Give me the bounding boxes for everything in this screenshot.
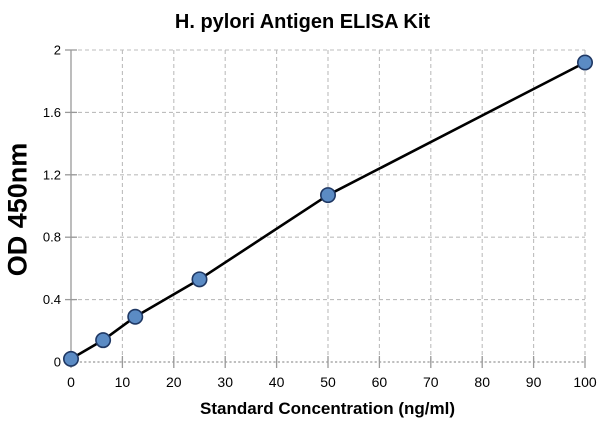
svg-text:0: 0 [67,374,75,390]
svg-text:90: 90 [526,374,542,390]
svg-text:0: 0 [54,355,61,370]
svg-text:60: 60 [372,374,388,390]
svg-text:100: 100 [573,374,597,390]
svg-text:70: 70 [423,374,439,390]
svg-text:0.4: 0.4 [43,292,61,307]
svg-text:2: 2 [54,43,61,58]
svg-text:10: 10 [115,374,131,390]
svg-text:1.2: 1.2 [43,167,61,182]
svg-text:50: 50 [320,374,336,390]
svg-text:30: 30 [217,374,233,390]
svg-text:0.8: 0.8 [43,230,61,245]
svg-text:1.6: 1.6 [43,105,61,120]
svg-text:80: 80 [474,374,490,390]
svg-text:40: 40 [269,374,285,390]
svg-text:20: 20 [166,374,182,390]
